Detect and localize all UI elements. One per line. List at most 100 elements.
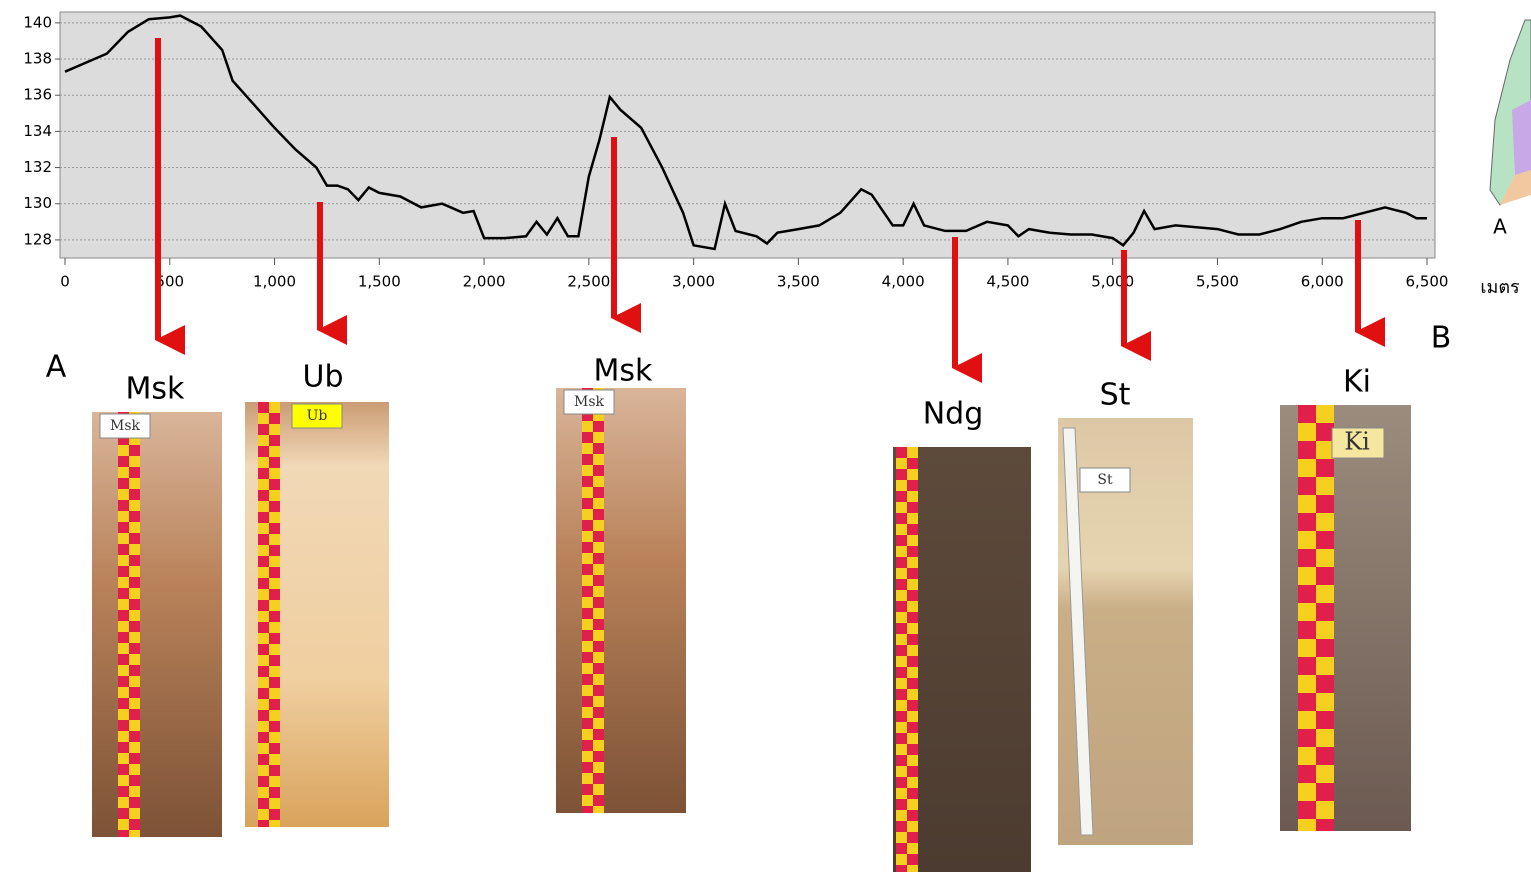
soil-photos: Msk Msk Ub Ub Msk Msk Ndg St St Ki Ki xyxy=(92,354,1411,872)
ruler-cell xyxy=(593,553,604,564)
ruler-cell xyxy=(269,754,280,765)
ruler-cell xyxy=(582,520,593,531)
ruler-cell xyxy=(269,809,280,820)
ruler-cell xyxy=(896,832,907,843)
ruler-cell xyxy=(582,465,593,476)
ruler xyxy=(1062,427,1094,836)
ruler-cell xyxy=(269,446,280,457)
ruler-cell xyxy=(129,610,140,621)
ruler-cell xyxy=(258,611,269,622)
ruler-cell xyxy=(896,480,907,491)
ruler-cell xyxy=(269,567,280,578)
ruler-cell xyxy=(118,643,129,654)
ruler-cell xyxy=(129,654,140,665)
profile-start: A xyxy=(46,350,67,385)
ruler-cell xyxy=(258,765,269,776)
ruler-cell xyxy=(896,623,907,634)
ruler-cell xyxy=(896,656,907,667)
ruler-cell xyxy=(118,511,129,522)
ruler-cell xyxy=(896,469,907,480)
ruler-cell xyxy=(1316,657,1334,675)
ruler-cell xyxy=(129,742,140,753)
ruler-cell xyxy=(1298,657,1316,675)
ruler-cell xyxy=(129,808,140,819)
ruler-cell xyxy=(129,445,140,456)
ruler-cell xyxy=(582,586,593,597)
ruler-cell xyxy=(269,798,280,809)
ruler-cell xyxy=(593,696,604,707)
ruler-cell xyxy=(118,753,129,764)
x-tick-label: 6,500 xyxy=(1406,273,1449,291)
ruler-cell xyxy=(907,568,918,579)
ruler-cell xyxy=(1316,477,1334,495)
ruler-cell xyxy=(907,612,918,623)
ruler-cell xyxy=(258,732,269,743)
ruler-cell xyxy=(1298,513,1316,531)
ruler-cell xyxy=(907,843,918,854)
ruler-cell xyxy=(582,410,593,421)
ruler-cell xyxy=(896,557,907,568)
ruler-cell xyxy=(258,567,269,578)
ruler-cell xyxy=(593,806,604,813)
soil-photo xyxy=(556,388,686,813)
ruler-cell xyxy=(269,523,280,534)
photo-tag xyxy=(1331,427,1385,459)
ruler-cell xyxy=(269,776,280,787)
ruler-cell xyxy=(118,599,129,610)
ruler-cell xyxy=(907,755,918,766)
ruler-cell xyxy=(1298,801,1316,819)
ruler-cell xyxy=(258,754,269,765)
ruler-cell xyxy=(1316,819,1334,831)
ruler-cell xyxy=(1298,675,1316,693)
ruler-cell xyxy=(258,688,269,699)
ruler-cell xyxy=(118,830,129,837)
ruler-cell xyxy=(1298,405,1316,423)
ruler-cell xyxy=(118,687,129,698)
ruler-cell xyxy=(129,588,140,599)
ruler-cell xyxy=(1298,549,1316,567)
ruler-cell xyxy=(118,544,129,555)
ruler-cell xyxy=(129,775,140,786)
ruler-cell xyxy=(118,775,129,786)
ruler-cell xyxy=(269,589,280,600)
ruler-cell xyxy=(896,645,907,656)
ruler-cell xyxy=(129,830,140,837)
ruler-cell xyxy=(129,456,140,467)
ruler-cell xyxy=(582,696,593,707)
ruler-cell xyxy=(129,489,140,500)
ruler-cell xyxy=(129,764,140,775)
ruler-cell xyxy=(1298,693,1316,711)
ruler-cell xyxy=(129,731,140,742)
ruler-cell xyxy=(907,656,918,667)
ruler-cell xyxy=(118,819,129,830)
ruler-cell xyxy=(269,787,280,798)
photo-tag xyxy=(1079,467,1131,493)
x-tick-label: 3,000 xyxy=(672,273,715,291)
ruler-cell xyxy=(129,819,140,830)
ruler-cell xyxy=(907,579,918,590)
ruler-cell xyxy=(1316,783,1334,801)
ruler-cell xyxy=(896,810,907,821)
ruler-cell xyxy=(582,740,593,751)
ruler-cell xyxy=(907,623,918,634)
ruler-cell xyxy=(582,432,593,443)
ruler-cell xyxy=(269,732,280,743)
ruler-cell xyxy=(118,621,129,632)
soil-label: Msk xyxy=(594,354,654,389)
ruler-cell xyxy=(258,402,269,413)
ruler-cell xyxy=(593,498,604,509)
ruler-cell xyxy=(258,479,269,490)
ruler-cell xyxy=(118,709,129,720)
ruler-cell xyxy=(118,577,129,588)
ruler-cell xyxy=(1298,783,1316,801)
ruler-cell xyxy=(1316,441,1334,459)
ruler-cell xyxy=(269,490,280,501)
ruler-cell xyxy=(907,645,918,656)
ruler-cell xyxy=(1316,621,1334,639)
ruler-cell xyxy=(258,809,269,820)
ruler-cell xyxy=(593,597,604,608)
ruler-cell xyxy=(896,667,907,678)
ruler-cell xyxy=(593,762,604,773)
y-tick-label: 130 xyxy=(23,194,52,212)
x-tick-label: 6,000 xyxy=(1301,273,1344,291)
